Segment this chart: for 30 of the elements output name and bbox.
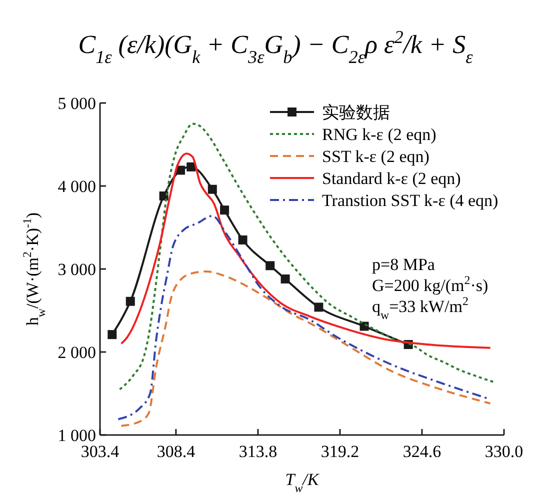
y-tick-label: 5 000 (58, 94, 96, 113)
annotation: q$_{w}$=33 kW/m$^{2}$ (372, 294, 468, 322)
x-axis-title: T$_{w}$/K (285, 470, 320, 493)
point (186, 162, 196, 172)
point (314, 302, 324, 312)
y-tick-label: 4 000 (58, 177, 96, 196)
legend-label: 实验数据 (322, 103, 390, 122)
point (220, 206, 230, 215)
x-tick-label: 303.4 (80, 442, 120, 461)
legend-label: Transtion SST k-ε (4 eqn) (322, 191, 498, 210)
chart-title: C$_{1ε}$ (ε/k)(G$_{k}$ + C$_{3ε}$G$_{b}$) − C$_{2ε}$ρ ε$^{2}$/k + S$_{ε}$ (78, 27, 473, 67)
x-tick-label: 330.0 (484, 442, 524, 461)
point (266, 261, 275, 270)
x-tick-label: 319.2 (320, 442, 360, 461)
point (126, 296, 135, 306)
y-tick-label: 3 000 (58, 260, 96, 279)
annotation: G=200 kg/(m$^{2}$·s) (372, 273, 488, 295)
x-tick-label: 324.6 (402, 442, 442, 461)
point (238, 235, 248, 244)
legend-label: RNG k-ε (2 eqn) (322, 125, 436, 144)
x-tick-label: 308.4 (156, 442, 196, 461)
point (208, 184, 217, 194)
point (108, 330, 117, 340)
y-tick-label: 1 000 (58, 426, 96, 445)
legend-label: SST k-ε (2 eqn) (322, 147, 430, 166)
x-tick-label: 313.8 (238, 442, 278, 461)
legend-label: Standard k-ε (2 eqn) (322, 169, 461, 188)
annotation: p=8 MPa (372, 255, 436, 274)
point (280, 274, 290, 284)
y-tick-label: 2 000 (58, 343, 96, 362)
